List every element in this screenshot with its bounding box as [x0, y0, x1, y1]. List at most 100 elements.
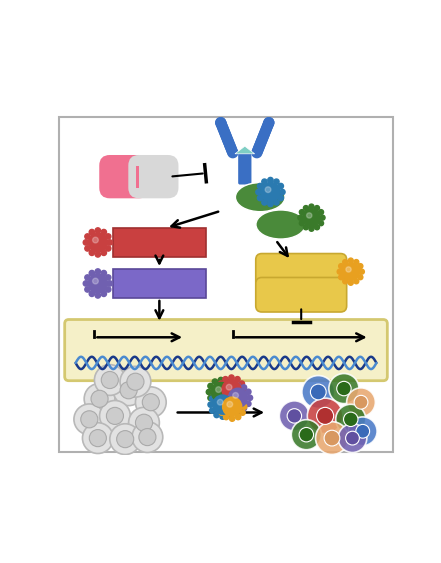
FancyBboxPatch shape: [113, 228, 206, 257]
Circle shape: [329, 373, 359, 404]
Circle shape: [213, 395, 232, 414]
Circle shape: [95, 293, 101, 298]
Circle shape: [348, 258, 353, 263]
Circle shape: [85, 275, 90, 280]
Circle shape: [241, 385, 247, 390]
Circle shape: [278, 195, 284, 200]
Circle shape: [113, 375, 144, 406]
Circle shape: [229, 399, 234, 404]
Circle shape: [83, 281, 89, 286]
Circle shape: [223, 377, 228, 382]
Circle shape: [217, 399, 223, 405]
Circle shape: [318, 221, 324, 226]
FancyBboxPatch shape: [238, 151, 251, 185]
Circle shape: [229, 375, 234, 380]
Circle shape: [241, 404, 247, 409]
Circle shape: [212, 379, 217, 385]
Circle shape: [82, 423, 113, 453]
Circle shape: [85, 287, 90, 292]
Circle shape: [298, 215, 303, 220]
Circle shape: [218, 377, 224, 383]
Circle shape: [105, 245, 111, 251]
Circle shape: [256, 138, 265, 148]
Circle shape: [225, 140, 235, 150]
Circle shape: [222, 133, 232, 144]
Circle shape: [107, 240, 112, 245]
Circle shape: [208, 395, 213, 401]
Circle shape: [336, 404, 366, 434]
Circle shape: [101, 270, 107, 276]
Circle shape: [220, 127, 229, 137]
Circle shape: [309, 204, 314, 209]
Circle shape: [354, 395, 368, 409]
Circle shape: [233, 392, 239, 398]
Circle shape: [241, 405, 247, 411]
Circle shape: [85, 245, 90, 251]
Circle shape: [120, 382, 137, 399]
Circle shape: [88, 233, 108, 252]
FancyBboxPatch shape: [256, 253, 347, 288]
Circle shape: [208, 383, 213, 388]
Circle shape: [139, 428, 156, 446]
Circle shape: [89, 430, 106, 446]
Circle shape: [239, 393, 244, 398]
Circle shape: [292, 419, 321, 450]
Circle shape: [107, 281, 112, 286]
Circle shape: [120, 367, 151, 397]
Circle shape: [258, 132, 268, 142]
FancyBboxPatch shape: [256, 278, 347, 312]
Circle shape: [280, 189, 285, 195]
Circle shape: [339, 275, 344, 280]
FancyBboxPatch shape: [65, 320, 387, 381]
Circle shape: [279, 401, 310, 431]
Circle shape: [225, 401, 230, 406]
Circle shape: [227, 146, 237, 156]
Circle shape: [258, 184, 263, 189]
Circle shape: [254, 143, 264, 153]
Circle shape: [278, 184, 284, 189]
Circle shape: [219, 410, 224, 415]
Circle shape: [218, 381, 224, 386]
Circle shape: [224, 394, 229, 399]
Circle shape: [88, 274, 108, 293]
Circle shape: [337, 381, 351, 396]
Circle shape: [310, 384, 326, 400]
Circle shape: [261, 182, 280, 202]
Circle shape: [216, 118, 226, 128]
Circle shape: [261, 126, 271, 136]
Circle shape: [356, 425, 370, 438]
Circle shape: [262, 123, 272, 132]
Circle shape: [209, 396, 215, 401]
Circle shape: [260, 127, 270, 137]
Circle shape: [346, 267, 351, 272]
Circle shape: [221, 132, 232, 142]
Circle shape: [225, 141, 235, 151]
Circle shape: [256, 137, 266, 146]
Circle shape: [132, 422, 163, 453]
Circle shape: [222, 380, 241, 399]
Circle shape: [220, 390, 225, 395]
Circle shape: [320, 215, 325, 220]
Circle shape: [226, 385, 232, 390]
Circle shape: [259, 129, 269, 138]
Circle shape: [314, 205, 319, 211]
Circle shape: [347, 388, 375, 417]
Circle shape: [220, 129, 230, 138]
Circle shape: [218, 401, 224, 406]
Circle shape: [95, 228, 101, 233]
Circle shape: [318, 209, 324, 215]
Circle shape: [100, 400, 131, 431]
Circle shape: [255, 140, 265, 150]
Circle shape: [94, 365, 125, 395]
Circle shape: [216, 118, 226, 128]
Circle shape: [235, 397, 240, 403]
Circle shape: [91, 390, 108, 408]
Circle shape: [226, 392, 231, 397]
Circle shape: [224, 379, 230, 385]
Circle shape: [214, 412, 219, 418]
Circle shape: [89, 270, 94, 276]
Circle shape: [348, 417, 377, 446]
Bar: [139, 166, 142, 188]
Bar: [136, 166, 142, 188]
Circle shape: [105, 275, 111, 280]
